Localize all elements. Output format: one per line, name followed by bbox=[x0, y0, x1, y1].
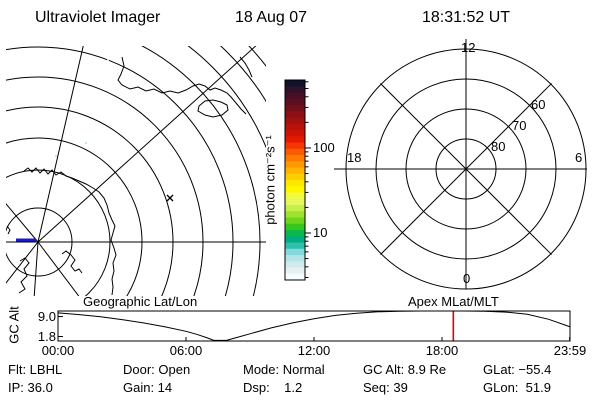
plot-xtick-1200: 12:00 bbox=[297, 343, 331, 358]
plot-xtick-0000: 00:00 bbox=[41, 343, 75, 358]
plot-y-axis-label: GC Alt bbox=[6, 306, 22, 344]
plot-ytick-9: 9.0 bbox=[37, 309, 56, 324]
dial-label-0: 0 bbox=[463, 271, 471, 286]
status-door: Door: Open bbox=[123, 362, 191, 377]
plot-ytick-1_8: 1.8 bbox=[37, 329, 56, 344]
status-glon: GLon: 51.9 bbox=[483, 380, 551, 395]
colorbar bbox=[284, 79, 311, 281]
dial-label-12: 12 bbox=[461, 40, 476, 55]
date-readout: 18 Aug 07 bbox=[235, 9, 308, 26]
geographic-map bbox=[6, 46, 266, 296]
map-caption: Geographic Lat/Lon bbox=[83, 294, 198, 309]
dial-ring-label-70: 70 bbox=[512, 118, 527, 133]
gc-alt-plot bbox=[57, 310, 571, 342]
dial-ring-label-60: 60 bbox=[531, 97, 546, 112]
status-dsp: Dsp: 1.2 bbox=[243, 380, 303, 395]
dial-label-6: 6 bbox=[575, 150, 583, 165]
status-ip: IP: 36.0 bbox=[8, 380, 53, 395]
page-title: Ultraviolet Imager bbox=[35, 9, 161, 26]
plot-xtick-1800: 18:00 bbox=[425, 343, 459, 358]
dial-ring-label-80: 80 bbox=[491, 139, 506, 154]
status-seq: Seq: 39 bbox=[363, 380, 408, 395]
status-mode: Mode: Normal bbox=[243, 362, 325, 377]
dial-caption: Apex MLat/MLT bbox=[408, 294, 499, 309]
dial-label-18: 18 bbox=[347, 150, 362, 165]
colorbar-unit-label: photon cm⁻²s⁻¹ bbox=[262, 135, 278, 225]
status-glat: GLat: −55.4 bbox=[483, 362, 552, 377]
colorbar-tick-label-10: 10 bbox=[313, 225, 328, 240]
time-readout: 18:31:52 UT bbox=[422, 9, 511, 26]
mlat-mlt-dial bbox=[334, 39, 587, 290]
status-gain: Gain: 14 bbox=[123, 380, 173, 395]
colorbar-tick-label-100: 100 bbox=[313, 140, 335, 155]
status-filter: Flt: LBHL bbox=[8, 362, 63, 377]
plot-xtick-2359: 23:59 bbox=[553, 343, 587, 358]
status-gc-alt: GC Alt: 8.9 Re bbox=[363, 362, 447, 377]
plot-xtick-0600: 06:00 bbox=[169, 343, 203, 358]
